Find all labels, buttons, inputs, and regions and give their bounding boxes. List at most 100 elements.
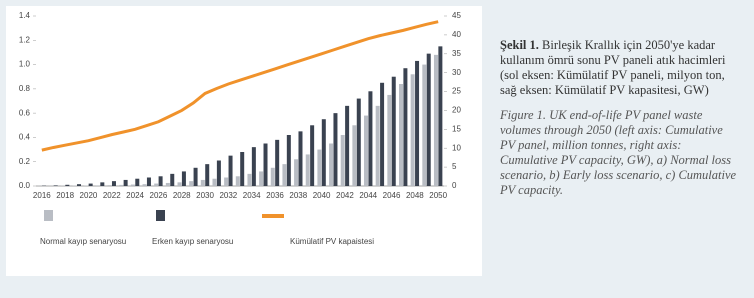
bar — [368, 91, 373, 186]
bar — [193, 167, 198, 186]
x-tick-label: 2024 — [126, 191, 144, 200]
y2-tick-label: 30 — [452, 68, 461, 77]
bar — [321, 119, 326, 186]
bar — [154, 183, 159, 186]
bar — [352, 125, 357, 186]
legend-swatch — [156, 210, 165, 221]
bar — [235, 176, 240, 186]
x-tick-label: 2026 — [150, 191, 168, 200]
x-tick-label: 2036 — [266, 191, 284, 200]
bar — [275, 139, 280, 186]
x-tick-label: 2028 — [173, 191, 191, 200]
y-tick-label: 0.2 — [19, 157, 31, 166]
legend-label: Kümülatif PV kapaistesi — [290, 237, 374, 246]
y2-tick-label: 5 — [452, 162, 457, 171]
y-tick-label: 1.2 — [19, 35, 31, 44]
bar — [282, 164, 287, 186]
x-tick-label: 2034 — [243, 191, 261, 200]
bar — [189, 181, 194, 186]
bar — [216, 160, 221, 186]
bar — [123, 179, 128, 186]
x-tick-label: 2048 — [406, 191, 424, 200]
bar — [88, 183, 93, 186]
bar — [170, 173, 175, 186]
bar — [294, 159, 299, 186]
bar — [95, 185, 100, 186]
bar — [305, 154, 310, 186]
x-tick-label: 2018 — [56, 191, 74, 200]
bar — [111, 181, 116, 186]
bar — [391, 76, 396, 186]
chart: 0.0 0.2 0.4 0.6 0.8 1.0 1.2 1.4 0 5 10 15 20 25 30 35 40… — [6, 6, 482, 276]
bar — [205, 164, 210, 186]
bar — [415, 60, 420, 186]
bar — [53, 185, 58, 186]
y2-tick-label: 20 — [452, 106, 461, 115]
x-tick-label: 2020 — [80, 191, 98, 200]
line — [41, 20, 439, 152]
bar — [426, 53, 431, 187]
x-tick-label: 2046 — [383, 191, 401, 200]
bar — [177, 182, 182, 186]
bar — [345, 105, 350, 186]
bar — [399, 84, 403, 186]
bar — [119, 184, 124, 186]
bar — [433, 54, 438, 186]
bar — [165, 182, 170, 186]
y2-tick-label: 40 — [452, 30, 461, 39]
bar — [364, 115, 369, 186]
bar — [130, 184, 135, 186]
caption-en: Figure 1. UK end-of-life PV panel waste … — [500, 108, 738, 198]
bar — [317, 149, 322, 186]
bar — [100, 182, 105, 186]
bar — [403, 68, 408, 186]
y2-tick-label: 0 — [452, 181, 457, 190]
y2-tick-label: 45 — [452, 11, 461, 20]
bar — [240, 152, 245, 186]
x-tick-label: 2032 — [219, 191, 237, 200]
bar — [135, 178, 140, 186]
bar — [329, 143, 334, 186]
bar — [224, 177, 229, 186]
y-tick-label: 1.4 — [19, 11, 31, 20]
bar — [270, 167, 275, 186]
x-tick-label: 2030 — [196, 191, 214, 200]
x-tick-label: 2050 — [429, 191, 447, 200]
y2-tick-label: 15 — [452, 124, 461, 133]
legend-label: Erken kayıp senaryosu — [152, 237, 233, 246]
caption-label: Figure 1. — [500, 108, 547, 122]
y2-tick-label: 25 — [452, 87, 461, 96]
bar — [387, 94, 392, 186]
bar — [158, 176, 163, 186]
bar — [410, 74, 415, 186]
y-tick-label: 0.4 — [19, 133, 31, 142]
bar — [438, 46, 443, 186]
x-tick-label: 2038 — [289, 191, 307, 200]
x-tick-label: 2040 — [313, 191, 331, 200]
y-tick-label: 0.6 — [19, 108, 31, 117]
bar — [65, 184, 70, 186]
bar — [375, 105, 380, 186]
x-tick-label: 2022 — [103, 191, 121, 200]
bar — [333, 113, 338, 186]
chart-panel — [6, 6, 482, 276]
bar — [340, 135, 345, 186]
bar — [200, 179, 205, 186]
y2-tick-label: 35 — [452, 49, 461, 58]
y-tick-label: 0.0 — [19, 181, 31, 190]
legend-label: Normal kayıp senaryosu — [40, 237, 126, 246]
bar — [263, 143, 268, 186]
x-tick-label: 2042 — [336, 191, 354, 200]
bar — [181, 171, 186, 186]
x-tick-label: 2016 — [33, 191, 51, 200]
x-tick-label: 2044 — [359, 191, 377, 200]
caption-tr: Şekil 1. Birleşik Krallık için 2050'ye k… — [500, 38, 738, 98]
bar — [259, 171, 264, 186]
bar — [286, 135, 291, 186]
bar — [310, 125, 315, 186]
caption: Şekil 1. Birleşik Krallık için 2050'ye k… — [500, 38, 738, 198]
bar — [107, 185, 112, 186]
y2-tick-label: 10 — [452, 143, 461, 152]
y-tick-label: 1.0 — [19, 60, 31, 69]
